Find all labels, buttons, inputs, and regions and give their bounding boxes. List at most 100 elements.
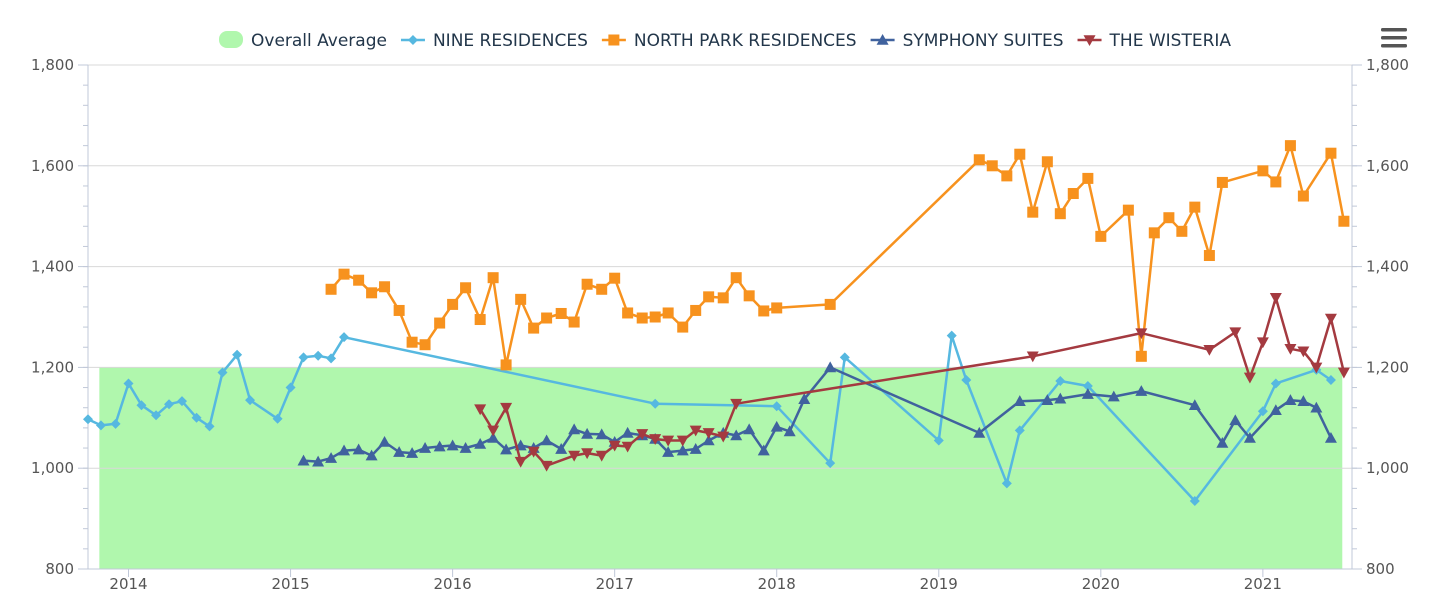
data-point-nine-residences[interactable] <box>151 410 162 421</box>
data-point-symphony-suites[interactable] <box>798 393 811 404</box>
data-point-nine-residences[interactable] <box>313 350 324 361</box>
data-point-symphony-suites[interactable] <box>676 444 689 456</box>
data-point-north-park-residences[interactable] <box>743 290 755 302</box>
data-point-north-park-residences[interactable] <box>1148 227 1160 239</box>
data-point-symphony-suites[interactable] <box>595 428 608 440</box>
data-point-the-wisteria[interactable] <box>474 404 487 416</box>
data-point-the-wisteria[interactable] <box>717 431 730 443</box>
data-point-the-wisteria[interactable] <box>487 425 500 437</box>
data-point-nine-residences[interactable] <box>110 418 121 429</box>
data-point-north-park-residences[interactable] <box>677 321 689 333</box>
data-point-nine-residences[interactable] <box>176 396 187 407</box>
data-point-symphony-suites[interactable] <box>1188 399 1201 410</box>
data-point-north-park-residences[interactable] <box>1270 176 1282 188</box>
data-point-nine-residences[interactable] <box>1270 378 1281 389</box>
data-point-the-wisteria[interactable] <box>1324 313 1337 325</box>
data-point-north-park-residences[interactable] <box>717 292 729 304</box>
data-point-north-park-residences[interactable] <box>1082 172 1094 184</box>
data-point-north-park-residences[interactable] <box>1014 148 1026 160</box>
data-point-nine-residences[interactable] <box>298 352 309 363</box>
data-point-symphony-suites[interactable] <box>459 442 472 453</box>
data-point-symphony-suites[interactable] <box>312 455 325 467</box>
data-point-north-park-residences[interactable] <box>447 298 459 310</box>
data-point-symphony-suites[interactable] <box>1284 394 1297 405</box>
data-point-symphony-suites[interactable] <box>540 434 553 446</box>
data-point-symphony-suites[interactable] <box>365 449 378 461</box>
data-point-symphony-suites[interactable] <box>1310 401 1323 413</box>
data-point-north-park-residences[interactable] <box>460 282 472 294</box>
legend-item-nine-residences[interactable]: NINE RESIDENCES <box>400 31 588 51</box>
data-point-north-park-residences[interactable] <box>1257 165 1269 177</box>
data-point-symphony-suites[interactable] <box>783 425 796 437</box>
data-point-north-park-residences[interactable] <box>1054 208 1066 220</box>
data-point-north-park-residences[interactable] <box>474 314 486 326</box>
data-point-symphony-suites[interactable] <box>1041 394 1054 405</box>
data-point-symphony-suites[interactable] <box>689 443 702 454</box>
data-point-symphony-suites[interactable] <box>621 426 634 438</box>
data-point-symphony-suites[interactable] <box>662 446 675 457</box>
data-point-nine-residences[interactable] <box>285 382 296 393</box>
data-point-north-park-residences[interactable] <box>758 305 770 317</box>
data-point-north-park-residences[interactable] <box>1338 215 1350 227</box>
data-point-nine-residences[interactable] <box>217 367 228 378</box>
data-point-north-park-residences[interactable] <box>434 317 446 329</box>
data-point-north-park-residences[interactable] <box>636 312 648 324</box>
data-point-nine-residences[interactable] <box>1001 478 1012 489</box>
legend-item-symphony-suites[interactable]: SYMPHONY SUITES <box>870 31 1064 51</box>
data-point-north-park-residences[interactable] <box>528 322 540 334</box>
data-point-the-wisteria[interactable] <box>1135 328 1148 340</box>
data-point-north-park-residences[interactable] <box>824 298 836 310</box>
data-point-symphony-suites[interactable] <box>433 440 446 452</box>
data-point-the-wisteria[interactable] <box>662 435 675 447</box>
data-point-north-park-residences[interactable] <box>1041 156 1053 168</box>
data-point-nine-residences[interactable] <box>326 353 337 364</box>
data-point-north-park-residences[interactable] <box>771 302 783 314</box>
data-point-the-wisteria[interactable] <box>1026 351 1039 363</box>
data-point-symphony-suites[interactable] <box>743 423 756 435</box>
data-point-nine-residences[interactable] <box>839 352 850 363</box>
data-point-nine-residences[interactable] <box>1082 381 1093 392</box>
data-point-the-wisteria[interactable] <box>581 448 594 460</box>
data-point-symphony-suites[interactable] <box>500 443 513 455</box>
data-point-the-wisteria[interactable] <box>1269 293 1282 304</box>
data-point-north-park-residences[interactable] <box>1163 212 1175 224</box>
data-point-the-wisteria[interactable] <box>636 429 649 440</box>
data-point-the-wisteria[interactable] <box>568 450 581 462</box>
data-point-north-park-residences[interactable] <box>703 291 715 303</box>
data-point-north-park-residences[interactable] <box>581 278 593 290</box>
data-point-the-wisteria[interactable] <box>1297 346 1310 358</box>
data-point-nine-residences[interactable] <box>123 378 134 389</box>
data-point-symphony-suites[interactable] <box>1013 395 1026 406</box>
data-point-north-park-residences[interactable] <box>487 272 499 284</box>
data-point-symphony-suites[interactable] <box>406 447 419 458</box>
data-point-north-park-residences[interactable] <box>986 160 998 172</box>
data-point-north-park-residences[interactable] <box>649 311 661 323</box>
data-point-nine-residences[interactable] <box>164 399 175 410</box>
data-point-symphony-suites[interactable] <box>419 442 432 453</box>
data-point-north-park-residences[interactable] <box>1027 206 1039 218</box>
data-point-the-wisteria[interactable] <box>689 425 702 437</box>
data-point-nine-residences[interactable] <box>650 398 661 409</box>
data-point-nine-residences[interactable] <box>1189 495 1200 506</box>
data-point-nine-residences[interactable] <box>825 458 836 469</box>
data-point-north-park-residences[interactable] <box>1284 140 1296 152</box>
data-point-north-park-residences[interactable] <box>353 274 365 286</box>
data-point-the-wisteria[interactable] <box>676 435 689 447</box>
data-point-the-wisteria[interactable] <box>621 441 634 453</box>
data-point-the-wisteria[interactable] <box>1203 344 1216 356</box>
data-point-north-park-residences[interactable] <box>325 283 337 295</box>
data-point-north-park-residences[interactable] <box>1325 147 1337 159</box>
data-point-the-wisteria[interactable] <box>514 456 527 468</box>
data-point-the-wisteria[interactable] <box>1284 343 1297 355</box>
data-point-the-wisteria[interactable] <box>1337 367 1350 379</box>
data-point-symphony-suites[interactable] <box>730 429 743 441</box>
data-point-nine-residences[interactable] <box>95 420 106 431</box>
data-point-north-park-residences[interactable] <box>1001 170 1013 182</box>
data-point-north-park-residences[interactable] <box>515 293 527 305</box>
data-point-symphony-suites[interactable] <box>446 439 459 451</box>
data-point-north-park-residences[interactable] <box>662 307 674 319</box>
data-point-north-park-residences[interactable] <box>1189 201 1201 213</box>
data-point-symphony-suites[interactable] <box>1269 404 1282 416</box>
data-point-symphony-suites[interactable] <box>568 423 581 435</box>
data-point-north-park-residences[interactable] <box>338 268 350 280</box>
